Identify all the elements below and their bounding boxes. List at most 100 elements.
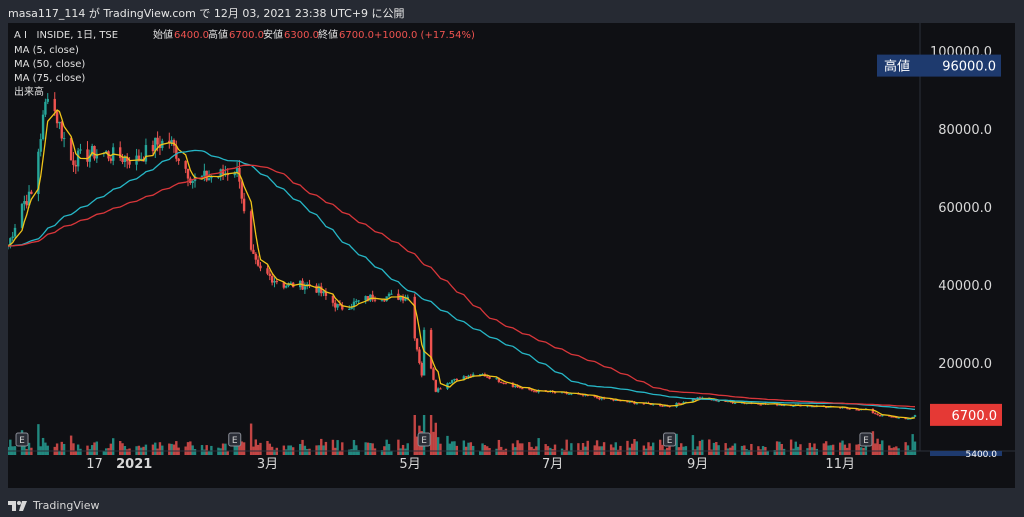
candle-body	[30, 191, 33, 194]
volume-bar	[256, 444, 260, 455]
volume-bar	[855, 444, 858, 455]
volume-bar	[369, 443, 372, 455]
volume-bar	[455, 445, 459, 455]
volume-bar	[371, 443, 374, 455]
period-high-label: 高値	[884, 59, 910, 75]
candle-body	[72, 160, 75, 165]
candle-body	[352, 301, 356, 308]
volume-bar	[691, 435, 695, 455]
candle-body	[210, 176, 213, 179]
earnings-marker[interactable]: E	[859, 432, 873, 447]
volume-bar	[151, 444, 155, 455]
candle-body	[682, 402, 685, 404]
volume-bar	[249, 423, 253, 455]
volume-bar	[58, 450, 61, 455]
legend-volume[interactable]: 出来高	[14, 85, 44, 98]
candle-body	[479, 374, 482, 376]
volume-bar	[9, 439, 12, 455]
volume-bar	[827, 445, 830, 455]
candle-body	[399, 296, 402, 300]
tradingview-logo[interactable]: TradingView	[8, 499, 99, 512]
volume-bar	[79, 448, 82, 455]
volume-bar	[829, 445, 833, 455]
volume-bar	[224, 443, 227, 455]
volume-bar	[595, 440, 599, 455]
volume-bar	[780, 444, 783, 455]
price-chart[interactable]: E E E E E 100000.080000.060000.040000.020000…	[6, 23, 1015, 488]
candle-body	[439, 388, 442, 390]
candle-body	[495, 378, 498, 380]
candle-body	[282, 282, 286, 288]
legend-symbol[interactable]: A I INSIDE, 1日, TSE	[14, 30, 118, 41]
volume-bar	[385, 439, 388, 455]
volume-bar	[137, 445, 141, 455]
candle-body	[219, 169, 222, 177]
volume-bar	[495, 448, 498, 455]
candle-body	[60, 121, 63, 139]
volume-bar	[668, 444, 671, 455]
earnings-marker[interactable]: E	[228, 432, 242, 447]
volume-bar	[726, 448, 730, 455]
candle-body	[128, 161, 131, 165]
candle-body	[88, 155, 92, 162]
candle-body	[256, 259, 260, 266]
candle-body	[25, 201, 28, 206]
volume-bar	[715, 442, 718, 455]
volume-bar	[315, 445, 318, 455]
candle-body	[266, 268, 269, 274]
volume-bar	[710, 449, 713, 455]
tradingview-logo-icon	[8, 500, 27, 511]
candle-body	[270, 275, 274, 283]
earnings-marker[interactable]: E	[15, 432, 29, 447]
legend-ma75[interactable]: MA (75, close)	[14, 73, 85, 84]
snapshot-header: masa117_114 が TradingView.com で 12月 03, …	[0, 0, 1024, 24]
volume-bar	[747, 450, 751, 455]
volume-bar	[189, 441, 192, 455]
earnings-marker-label: E	[232, 436, 238, 446]
earnings-marker[interactable]: E	[417, 432, 431, 447]
time-axis[interactable]: 17 2021 3月 5月 7月 9月 11月	[8, 450, 1015, 472]
volume-bar	[778, 441, 781, 455]
volume-bar	[799, 444, 802, 455]
candle-body	[58, 121, 61, 124]
volume-bar	[434, 422, 437, 455]
price-tick-label: 20000.0	[938, 357, 992, 372]
volume-bar	[708, 439, 711, 455]
legend-close-value: 6700.0	[339, 30, 374, 41]
candle-body	[9, 238, 12, 247]
volume-bar	[406, 443, 409, 455]
candle-body	[284, 285, 288, 288]
volume-bar	[775, 441, 779, 455]
candle-body	[46, 98, 49, 102]
legend-ma5[interactable]: MA (5, close)	[14, 45, 79, 56]
volume-bar	[586, 440, 589, 455]
volume-bar	[348, 449, 351, 455]
volume-bar	[156, 448, 159, 455]
earnings-marker[interactable]: E	[663, 432, 677, 447]
candle-body	[616, 399, 620, 401]
candle-body	[151, 145, 155, 152]
candle-body	[53, 98, 56, 112]
volume-bar	[521, 443, 524, 455]
volume-bar	[733, 443, 737, 455]
volume-bar	[399, 448, 402, 455]
candle-body	[633, 402, 636, 404]
legend-ma50[interactable]: MA (50, close)	[14, 59, 85, 70]
volume-bar	[497, 439, 501, 455]
volume-bar	[93, 442, 96, 455]
candle-body	[380, 300, 384, 302]
chart-panel[interactable]: E E E E E 100000.0 80000.0 60000.0 40000.0 20000…	[6, 23, 1015, 488]
volume-bar	[203, 449, 206, 455]
candle-body	[895, 416, 898, 418]
candle-body	[364, 296, 367, 301]
moving-averages	[7, 109, 916, 420]
period-low-badge	[930, 451, 1002, 456]
volume-bar	[890, 448, 893, 455]
volume-bar	[111, 438, 115, 455]
candle-body	[385, 296, 388, 301]
volume-bar	[254, 439, 257, 455]
candle-body	[429, 329, 433, 369]
candle-body	[528, 388, 531, 390]
